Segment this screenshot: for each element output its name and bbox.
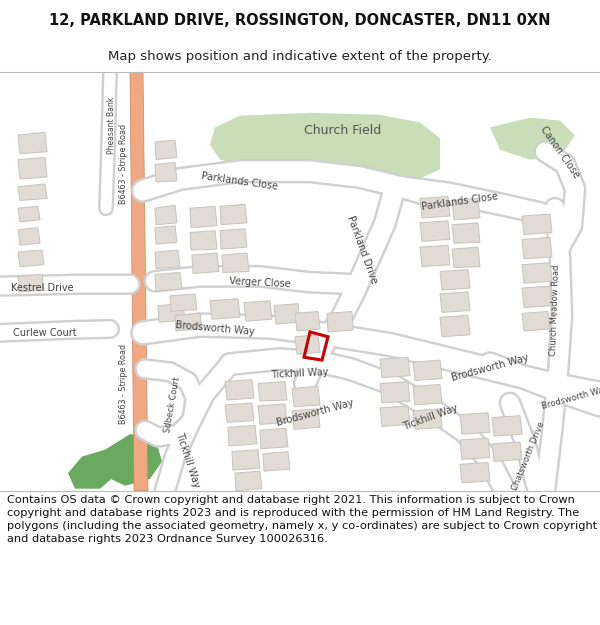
Polygon shape	[220, 204, 247, 225]
Polygon shape	[492, 416, 522, 436]
Polygon shape	[18, 228, 40, 245]
Polygon shape	[190, 231, 217, 250]
Polygon shape	[460, 438, 490, 459]
Polygon shape	[170, 294, 197, 311]
Polygon shape	[18, 184, 47, 201]
Polygon shape	[460, 412, 490, 434]
Polygon shape	[18, 158, 47, 179]
Polygon shape	[492, 442, 522, 461]
Text: Parklands Close: Parklands Close	[421, 191, 499, 212]
Polygon shape	[420, 221, 450, 241]
Text: B6463 - Stripe Road: B6463 - Stripe Road	[119, 124, 128, 204]
Text: Canon Close: Canon Close	[538, 124, 581, 179]
Polygon shape	[18, 132, 47, 154]
Polygon shape	[155, 272, 182, 291]
Polygon shape	[244, 301, 272, 321]
Text: Brodsworth Way: Brodsworth Way	[275, 398, 355, 428]
Polygon shape	[420, 245, 450, 267]
Polygon shape	[232, 450, 260, 470]
Polygon shape	[380, 381, 410, 403]
Polygon shape	[192, 253, 219, 274]
Text: Church Meadow Road: Church Meadow Road	[549, 264, 561, 356]
Text: 12, PARKLAND DRIVE, ROSSINGTON, DONCASTER, DN11 0XN: 12, PARKLAND DRIVE, ROSSINGTON, DONCASTE…	[49, 12, 551, 28]
Polygon shape	[175, 313, 202, 331]
Text: Curlew Court: Curlew Court	[13, 328, 77, 338]
Polygon shape	[440, 316, 470, 337]
Polygon shape	[413, 409, 442, 429]
Polygon shape	[18, 250, 44, 267]
Text: Kestrel Drive: Kestrel Drive	[11, 283, 73, 293]
Polygon shape	[225, 379, 254, 400]
Text: Tickhill Way: Tickhill Way	[401, 403, 459, 432]
Polygon shape	[274, 304, 300, 324]
Polygon shape	[210, 112, 440, 181]
Polygon shape	[105, 434, 162, 486]
Text: Pheasant Bank: Pheasant Bank	[107, 97, 116, 154]
Text: Tickhill Way: Tickhill Way	[271, 368, 329, 380]
Polygon shape	[220, 229, 247, 249]
Text: B6463 - Stripe Road: B6463 - Stripe Road	[119, 344, 128, 424]
Text: Church Field: Church Field	[304, 124, 382, 137]
Text: Brodsworth Way: Brodsworth Way	[541, 385, 600, 411]
Polygon shape	[452, 223, 480, 243]
Polygon shape	[258, 404, 287, 424]
Polygon shape	[490, 118, 575, 159]
Polygon shape	[263, 452, 290, 471]
Polygon shape	[452, 247, 480, 268]
Text: Map shows position and indicative extent of the property.: Map shows position and indicative extent…	[108, 49, 492, 62]
Text: Tickhill Way: Tickhill Way	[175, 431, 202, 489]
Polygon shape	[420, 196, 450, 218]
Polygon shape	[522, 286, 552, 308]
Polygon shape	[295, 335, 320, 354]
Polygon shape	[292, 409, 320, 429]
Polygon shape	[260, 428, 288, 449]
Polygon shape	[440, 292, 470, 312]
Text: Contains OS data © Crown copyright and database right 2021. This information is : Contains OS data © Crown copyright and d…	[7, 494, 598, 544]
Polygon shape	[292, 386, 320, 407]
Polygon shape	[155, 205, 177, 225]
Polygon shape	[522, 262, 552, 283]
Polygon shape	[210, 299, 240, 319]
Polygon shape	[225, 403, 254, 422]
Polygon shape	[522, 311, 550, 331]
Polygon shape	[18, 206, 40, 222]
Polygon shape	[155, 250, 180, 269]
Polygon shape	[295, 311, 320, 331]
Text: Verger Close: Verger Close	[229, 276, 291, 289]
Polygon shape	[258, 381, 287, 401]
Polygon shape	[460, 462, 490, 483]
Text: Chatsworth Drive: Chatsworth Drive	[510, 421, 546, 492]
Polygon shape	[68, 450, 115, 489]
Text: Parkland Drive: Parkland Drive	[345, 215, 379, 286]
Polygon shape	[130, 72, 148, 491]
Polygon shape	[158, 304, 185, 322]
Polygon shape	[155, 140, 177, 159]
Polygon shape	[155, 162, 177, 182]
Text: Sdbeck Court: Sdbeck Court	[163, 376, 181, 434]
Polygon shape	[222, 253, 249, 272]
Polygon shape	[228, 426, 257, 446]
Polygon shape	[235, 471, 262, 491]
Text: Brodsworth Way: Brodsworth Way	[175, 321, 255, 338]
Polygon shape	[327, 311, 353, 332]
Polygon shape	[522, 238, 552, 259]
Polygon shape	[380, 357, 410, 377]
Polygon shape	[413, 360, 442, 381]
Text: Parklands Close: Parklands Close	[201, 171, 279, 191]
Polygon shape	[440, 269, 470, 290]
Polygon shape	[190, 206, 217, 228]
Polygon shape	[413, 384, 442, 405]
Text: Brodsworth Way: Brodsworth Way	[451, 352, 530, 383]
Polygon shape	[522, 214, 552, 234]
Polygon shape	[380, 406, 410, 426]
Polygon shape	[18, 274, 44, 292]
Polygon shape	[155, 226, 177, 244]
Polygon shape	[452, 199, 480, 220]
